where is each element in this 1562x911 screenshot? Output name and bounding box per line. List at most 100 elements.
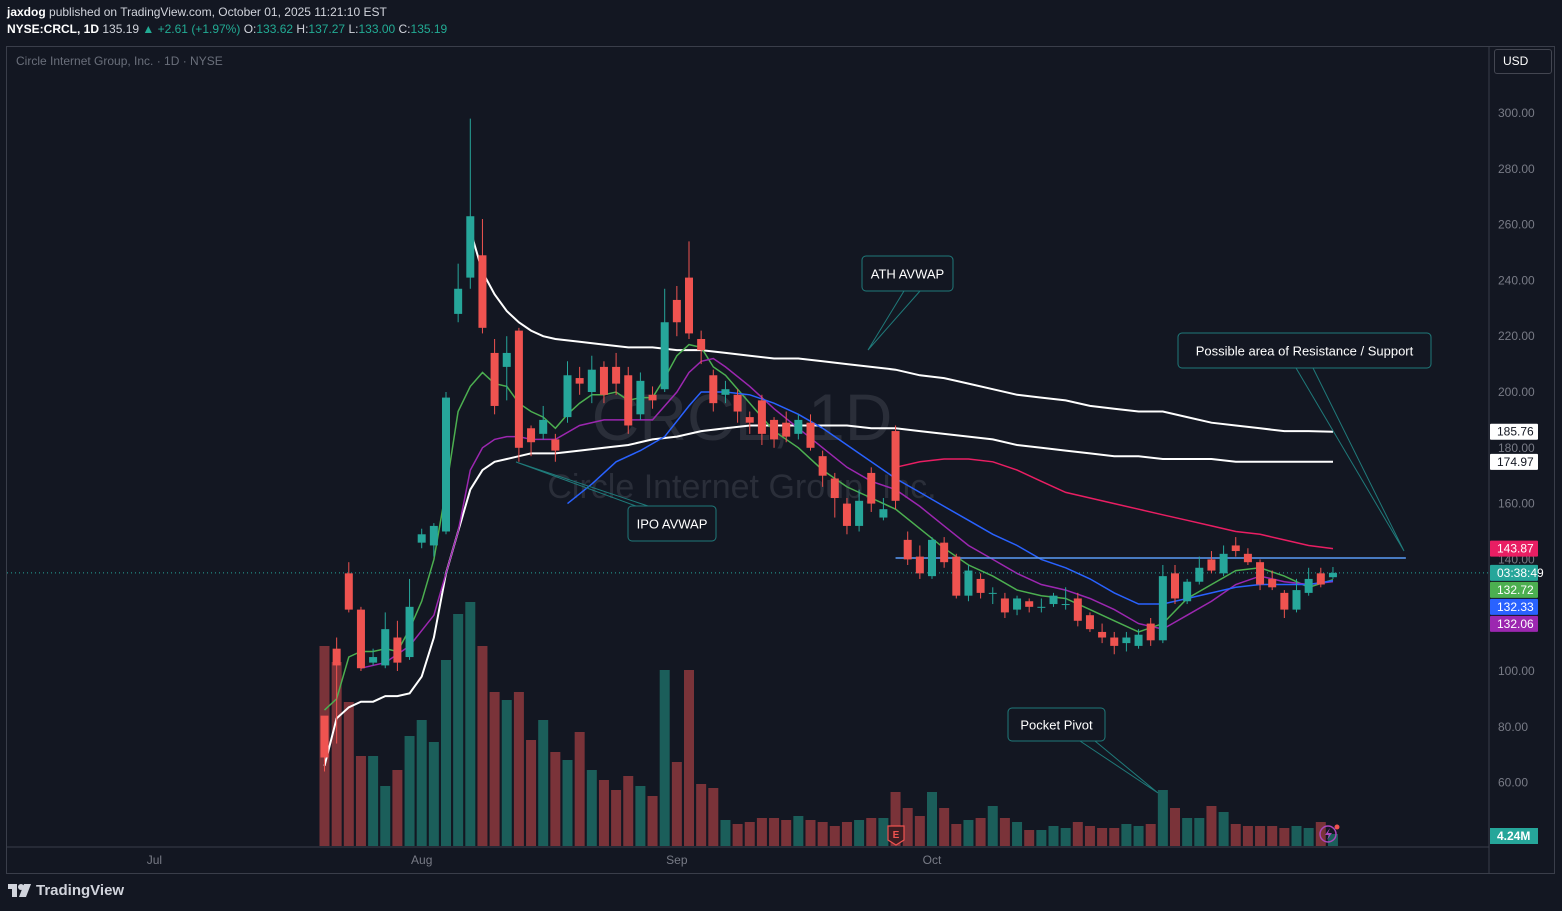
annotation-callouts: ATH AVWAP Possible area of Resistance / S…: [515, 255, 1432, 794]
candle-body: [964, 570, 973, 596]
price-tick-label: 220.00: [1498, 329, 1535, 343]
candle-body: [454, 288, 463, 314]
candle-body: [697, 338, 706, 351]
candle-body: [1110, 637, 1119, 646]
volume-bar: [1279, 828, 1290, 846]
candle-body: [1037, 606, 1046, 608]
volume-bar: [501, 700, 512, 846]
candle-body: [1073, 598, 1082, 621]
watermark-name: Circle Internet Group, Inc.: [547, 468, 936, 506]
close-value: 135.19: [410, 22, 448, 36]
time-axis[interactable]: Jul Aug Sep Oct: [7, 846, 1489, 867]
volume-bar: [368, 756, 379, 846]
volume-bar: [526, 740, 537, 846]
currency-button[interactable]: USD: [1494, 49, 1552, 74]
volume-bar: [939, 808, 950, 846]
time-tick-label: Jul: [147, 853, 162, 867]
candle-body: [1013, 598, 1022, 610]
candle-body: [1268, 578, 1277, 588]
candle-body: [867, 472, 876, 504]
candle-body: [599, 366, 608, 395]
candle-body: [442, 397, 450, 532]
candle-body: [502, 352, 511, 367]
volume-bar: [1303, 828, 1314, 846]
volume-bar: [1084, 826, 1095, 846]
volume-bar: [331, 662, 342, 846]
volume-bar: [866, 818, 877, 846]
volume-bar: [1157, 790, 1168, 846]
volume-bar: [975, 818, 986, 846]
author-name[interactable]: jaxdog: [7, 5, 46, 19]
candle-body: [1292, 590, 1301, 610]
close-label: C:: [398, 22, 411, 36]
volume-bar: [1255, 826, 1266, 846]
volume-bar: [1242, 826, 1253, 846]
price-badge: [1490, 564, 1538, 581]
volume-bar: [756, 818, 767, 846]
volume-bar: [927, 792, 937, 846]
candle-body: [1231, 545, 1240, 552]
indicator-line: [567, 391, 1334, 605]
candle-body: [855, 500, 864, 526]
volume-bar: [1121, 824, 1132, 846]
candle-body: [903, 539, 912, 560]
volume-bar: [428, 742, 439, 846]
price-axis[interactable]: 300.00 280.00 260.00 240.00 220.00 200.00 180.…: [1488, 46, 1535, 874]
volume-bar: [343, 702, 354, 846]
volume-bar: [538, 720, 549, 846]
pocket-pivot-callout-box: [1007, 707, 1106, 742]
price-tick-label: 100.00: [1498, 664, 1535, 678]
tradingview-logo[interactable]: TradingView: [8, 882, 124, 899]
volume-bar: [817, 822, 828, 846]
candle-body: [806, 422, 815, 448]
price-tick-label: 280.00: [1498, 162, 1535, 176]
pocket-pivot-callout-pointer: [1079, 740, 1159, 794]
candle-body: [770, 419, 779, 440]
earnings-icon[interactable]: E: [887, 825, 905, 846]
volume-bar: [987, 806, 998, 846]
candle-body: [818, 456, 827, 476]
price-tick-label: 300.00: [1498, 106, 1535, 120]
chart-legend: Circle Internet Group, Inc. · 1D · NYSE: [16, 54, 223, 68]
pocket-pivot-callout-label: Pocket Pivot: [1020, 718, 1093, 733]
volume-bar: [1194, 818, 1205, 846]
volume-bar: [1024, 830, 1035, 846]
lightning-icon[interactable]: [1319, 824, 1340, 843]
candle-body: [685, 277, 693, 334]
chart-frame[interactable]: [6, 46, 1555, 874]
price-badge-label: 132.72: [1497, 583, 1534, 597]
volume-bar: [489, 692, 500, 846]
candle-body: [1000, 598, 1009, 613]
volume-bar: [635, 786, 646, 846]
candle-body: [636, 380, 645, 415]
candle-body: [551, 439, 560, 451]
volume-bar: [1012, 822, 1023, 846]
volume-bar: [671, 762, 682, 846]
candle-body: [940, 542, 949, 563]
resistance-callout-box: [1177, 332, 1432, 369]
volume-bar: [1291, 826, 1302, 846]
candle-body: [332, 648, 341, 666]
volume-bar: [1133, 826, 1144, 846]
volume-bar: [404, 736, 415, 846]
volume-bar: [781, 820, 792, 846]
price-badge: [1490, 615, 1538, 632]
volume-badge-label: 4.24M: [1497, 829, 1530, 843]
indicator-line: [469, 229, 1334, 433]
volume-bar: [513, 692, 524, 846]
time-tick-label: Sep: [666, 853, 688, 867]
volume-bar: [951, 824, 962, 846]
price-tick-label: 80.00: [1498, 720, 1528, 734]
price-badge-label: 143.87: [1497, 542, 1534, 556]
volume-bar: [1267, 826, 1278, 846]
candle-body: [1098, 631, 1107, 638]
price-tick-label: 60.00: [1498, 776, 1528, 790]
volume-bar: [1206, 806, 1217, 846]
candle-body: [539, 419, 548, 434]
candle-body: [527, 428, 536, 443]
ath-avwap-callout-label: ATH AVWAP: [871, 267, 944, 282]
price-badge: [1490, 453, 1538, 470]
candle-body: [976, 578, 985, 593]
price-badge-label: 174.97: [1497, 455, 1534, 469]
